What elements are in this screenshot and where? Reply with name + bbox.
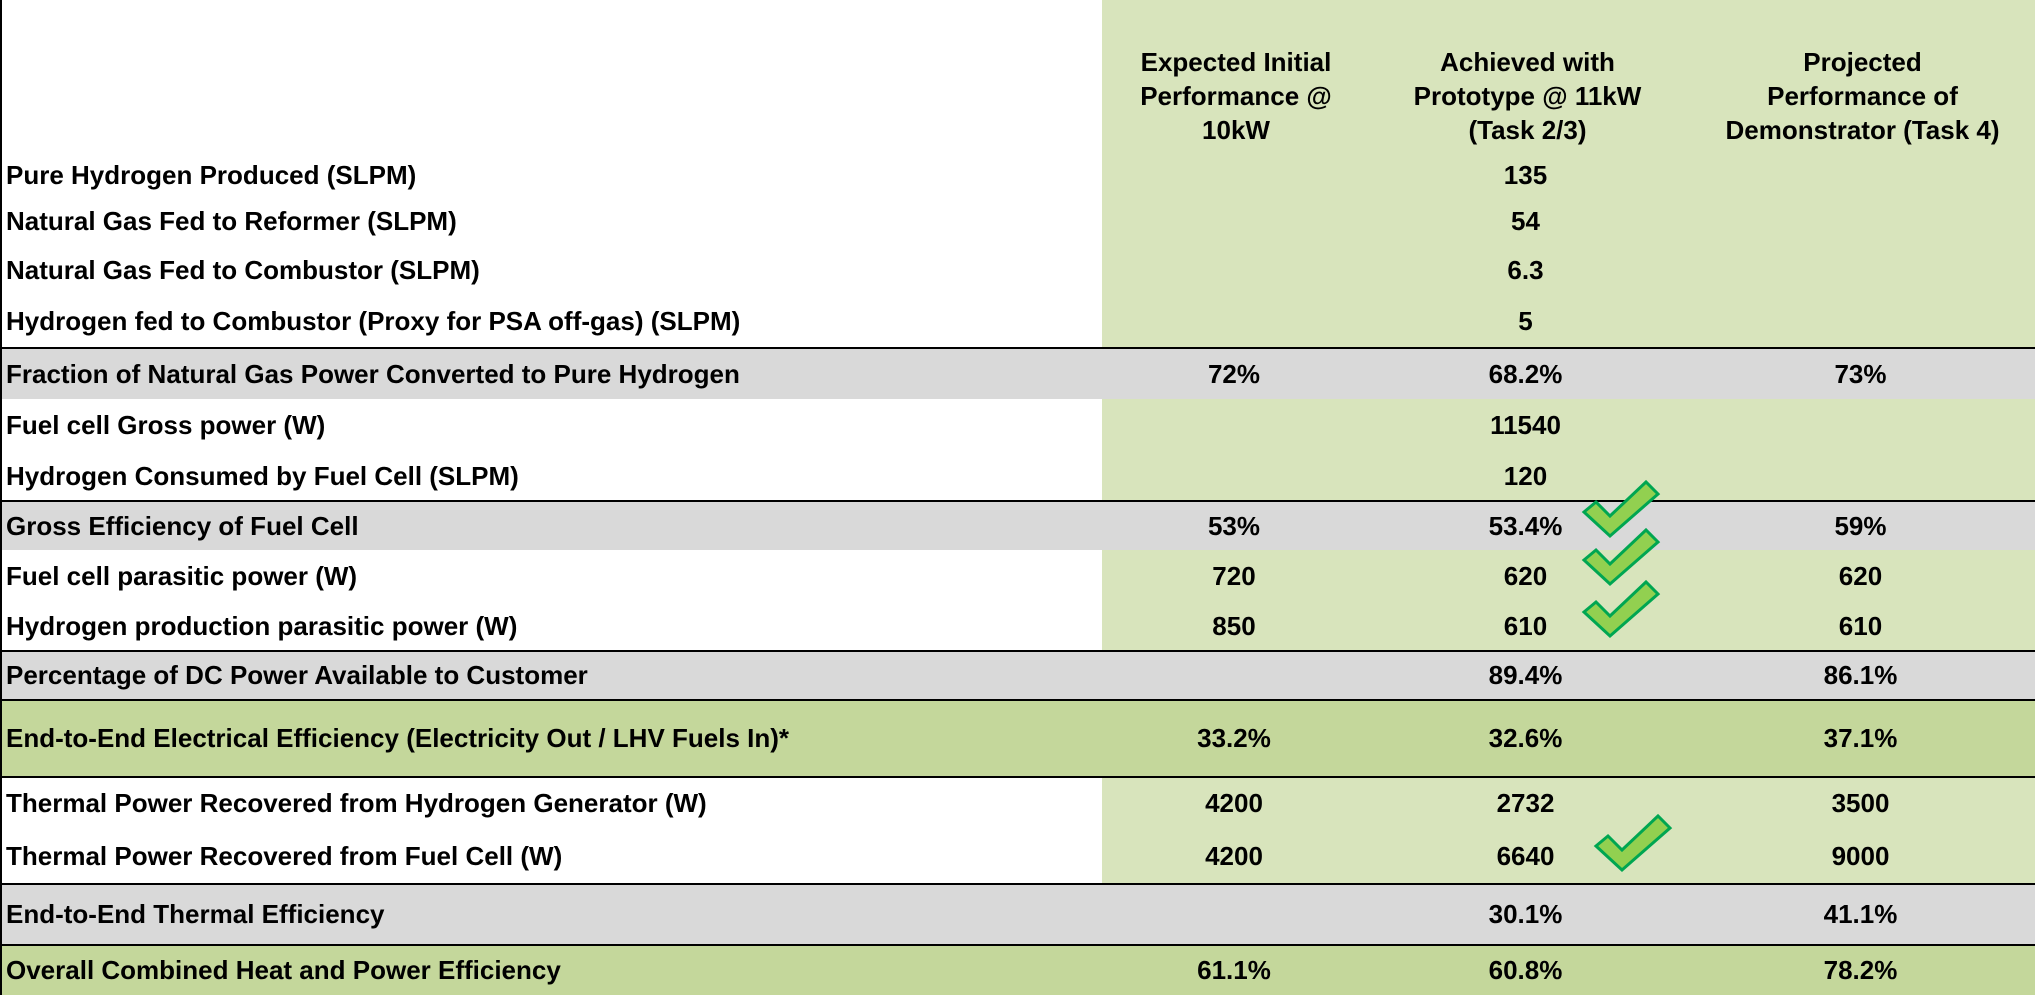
row-label: Natural Gas Fed to Combustor (SLPM) <box>0 245 1102 296</box>
check-icon <box>1581 579 1661 639</box>
cell-value: 3500 <box>1685 776 2035 829</box>
row-label: Percentage of DC Power Available to Cust… <box>0 650 1102 700</box>
table-row: Overall Combined Heat and Power Efficien… <box>0 944 2035 995</box>
cell-value: 850 <box>1102 603 1366 651</box>
table-row: Hydrogen production parasitic power (W) 8… <box>0 603 2035 651</box>
table-row: Natural Gas Fed to Combustor (SLPM) 6.3 <box>0 245 2035 296</box>
table-row: Thermal Power Recovered from Fuel Cell (… <box>0 829 2035 884</box>
cell-value <box>1685 197 2035 245</box>
cell-value <box>1685 296 2035 348</box>
cell-value: 61.1% <box>1102 944 1366 995</box>
cell-value <box>1102 883 1366 945</box>
table-row: Pure Hydrogen Produced (SLPM) 135 <box>0 153 2035 197</box>
row-label: Thermal Power Recovered from Hydrogen Ge… <box>0 776 1102 829</box>
table-row: Percentage of DC Power Available to Cust… <box>0 650 2035 700</box>
cell-value: 4200 <box>1102 829 1366 884</box>
cell-value: 135 <box>1366 153 1685 197</box>
table-row: Fuel cell Gross power (W) 11540 <box>0 399 2035 452</box>
cell-value: 72% <box>1102 347 1366 399</box>
cell-value: 11540 <box>1366 399 1685 452</box>
cell-value: 620 <box>1685 550 2035 603</box>
cell-value <box>1685 452 2035 501</box>
cell-value <box>1102 197 1366 245</box>
check-icon <box>1593 813 1673 873</box>
table-row: End-to-End Thermal Efficiency 30.1% 41.1% <box>0 883 2035 945</box>
cell-value: 78.2% <box>1685 944 2035 995</box>
check-icon <box>1581 479 1661 539</box>
header-cell <box>0 0 1102 153</box>
cell-value: 30.1% <box>1366 883 1685 945</box>
cell-value: 9000 <box>1685 829 2035 884</box>
cell-value: 60.8% <box>1366 944 1685 995</box>
cell-value <box>1102 399 1366 452</box>
cell-value: 86.1% <box>1685 650 2035 700</box>
cell-value: 54 <box>1366 197 1685 245</box>
cell-value: 68.2% <box>1366 347 1685 399</box>
cell-value: 2732 <box>1366 776 1685 829</box>
cell-value: 33.2% <box>1102 699 1366 777</box>
cell-value: 89.4% <box>1366 650 1685 700</box>
table-row: Gross Efficiency of Fuel Cell 53% 53.4% 59% <box>0 500 2035 550</box>
cell-value: 41.1% <box>1685 883 2035 945</box>
column-header: Projected Performance of Demonstrator (T… <box>1685 0 2035 153</box>
table-row: Hydrogen fed to Combustor (Proxy for PSA… <box>0 296 2035 348</box>
cell-value: 720 <box>1102 550 1366 603</box>
cell-value <box>1102 245 1366 296</box>
header-row: Expected Initial Performance @ 10kW Achie… <box>0 0 2035 153</box>
cell-value: 120 <box>1366 452 1685 501</box>
row-label: End-to-End Thermal Efficiency <box>0 883 1102 945</box>
cell-value: 53% <box>1102 500 1366 550</box>
cell-value: 4200 <box>1102 776 1366 829</box>
table-row: End-to-End Electrical Efficiency (Electr… <box>0 699 2035 777</box>
cell-value: 59% <box>1685 500 2035 550</box>
row-label: Fraction of Natural Gas Power Converted … <box>0 347 1102 399</box>
cell-value: 73% <box>1685 347 2035 399</box>
cell-value <box>1102 452 1366 501</box>
row-label: Fuel cell Gross power (W) <box>0 399 1102 452</box>
column-header: Achieved with Prototype @ 11kW (Task 2/3… <box>1366 0 1685 153</box>
check-icon <box>1581 527 1661 587</box>
table-row: Natural Gas Fed to Reformer (SLPM) 54 <box>0 197 2035 245</box>
row-label: Hydrogen production parasitic power (W) <box>0 603 1102 651</box>
cell-value: 37.1% <box>1685 699 2035 777</box>
column-header: Expected Initial Performance @ 10kW <box>1102 0 1366 153</box>
cell-value <box>1685 245 2035 296</box>
cell-value: 6.3 <box>1366 245 1685 296</box>
row-label: Thermal Power Recovered from Fuel Cell (… <box>0 829 1102 884</box>
cell-value: 5 <box>1366 296 1685 348</box>
table-row: Hydrogen Consumed by Fuel Cell (SLPM) 120 <box>0 452 2035 501</box>
row-label: Gross Efficiency of Fuel Cell <box>0 500 1102 550</box>
cell-value <box>1102 650 1366 700</box>
table-row: Fraction of Natural Gas Power Converted … <box>0 347 2035 399</box>
row-label: Overall Combined Heat and Power Efficien… <box>0 944 1102 995</box>
cell-value <box>1102 296 1366 348</box>
row-label: Fuel cell parasitic power (W) <box>0 550 1102 603</box>
table-row: Thermal Power Recovered from Hydrogen Ge… <box>0 776 2035 829</box>
cell-value: 32.6% <box>1366 699 1685 777</box>
row-label: End-to-End Electrical Efficiency (Electr… <box>0 699 1102 777</box>
table-row: Fuel cell parasitic power (W) 720 620 620 <box>0 550 2035 603</box>
row-label: Pure Hydrogen Produced (SLPM) <box>0 153 1102 197</box>
row-label: Natural Gas Fed to Reformer (SLPM) <box>0 197 1102 245</box>
cell-value <box>1102 153 1366 197</box>
cell-value <box>1685 153 2035 197</box>
row-label: Hydrogen fed to Combustor (Proxy for PSA… <box>0 296 1102 348</box>
cell-value <box>1685 399 2035 452</box>
row-label: Hydrogen Consumed by Fuel Cell (SLPM) <box>0 452 1102 501</box>
cell-value: 610 <box>1685 603 2035 651</box>
